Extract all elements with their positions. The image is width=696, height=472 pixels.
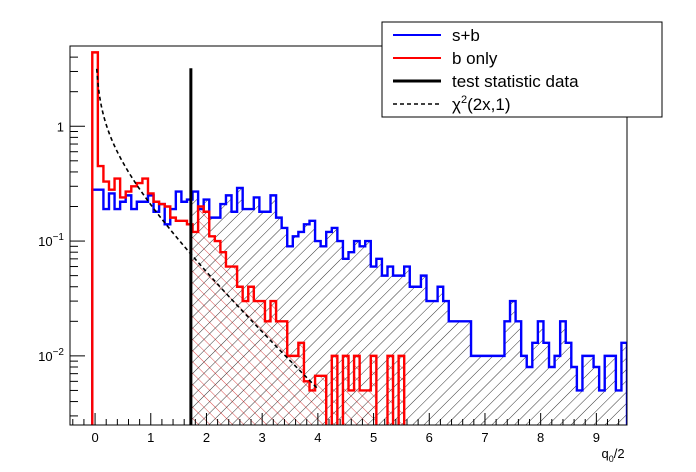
b-only-bin	[204, 212, 210, 425]
sb-bin	[599, 390, 605, 425]
b-only-bin	[137, 183, 143, 425]
plot-frame	[69, 45, 628, 426]
b-only-bin	[115, 179, 121, 425]
plot-area	[91, 51, 627, 425]
b-only-bin	[148, 193, 154, 425]
b-only-bin	[176, 221, 182, 425]
legend-label-test-statistic: test statistic data	[452, 72, 579, 91]
sb-bin	[415, 287, 421, 425]
b-only-bin	[120, 197, 126, 425]
legend-label-sb: s+b	[452, 26, 480, 45]
b-only-bin	[232, 267, 238, 425]
series-sb	[91, 186, 627, 425]
b-only-bin	[170, 218, 176, 425]
b-only-outline	[91, 51, 434, 425]
x-tick-label: 6	[426, 430, 433, 445]
b-only-bin	[220, 252, 226, 425]
x-tick-label: 5	[370, 430, 377, 445]
sb-bin	[549, 367, 555, 425]
b-only-bin	[154, 202, 160, 425]
x-tick-label: 4	[314, 430, 321, 445]
b-only-bin	[142, 179, 148, 425]
b-only-bin	[365, 390, 371, 425]
sb-outline	[91, 186, 627, 425]
b-only-bin	[287, 356, 293, 425]
sb-bin	[477, 356, 483, 425]
x-tick-label: 2	[203, 430, 210, 445]
series-b-only	[91, 51, 434, 425]
legend-box	[381, 21, 663, 118]
b-only-bin	[254, 301, 260, 425]
sb-bin	[426, 301, 432, 425]
legend: s+b b only test statistic data χ2(2x,1)	[381, 21, 663, 118]
b-only-bin	[109, 190, 115, 425]
sb-bin	[488, 356, 494, 425]
y-tick-label: 1	[57, 119, 64, 134]
b-only-bin	[98, 166, 104, 425]
b-only-bin	[243, 301, 249, 425]
y-tick-label: 10−2	[38, 347, 64, 364]
b-only-bin	[193, 232, 199, 425]
b-only-bin	[209, 236, 215, 425]
x-axis: 0 1 2 3 4 5 6 7 8 9	[72, 413, 620, 445]
x-tick-label: 7	[481, 430, 488, 445]
b-only-bin	[131, 186, 137, 425]
x-tick-label: 8	[537, 430, 544, 445]
x-tick-label: 1	[147, 430, 154, 445]
x-axis-title: q0/2	[601, 446, 624, 464]
sb-bin	[493, 356, 499, 425]
b-only-bin	[103, 182, 109, 425]
b-only-bin	[159, 204, 165, 425]
sb-bin	[577, 390, 583, 425]
sb-bin	[499, 356, 505, 425]
sb-bin	[460, 321, 466, 425]
b-only-bin	[181, 221, 187, 425]
sb-bin	[438, 287, 444, 425]
sb-bin	[410, 287, 416, 425]
legend-label-chi2: χ2(2x,1)	[452, 94, 511, 114]
x-tick-label: 9	[593, 430, 600, 445]
sb-bin	[454, 321, 460, 425]
b-only-bin	[215, 241, 221, 425]
y-tick-label: 10−1	[38, 232, 64, 249]
chi2-curve	[95, 68, 319, 390]
sb-bin	[527, 367, 533, 425]
b-only-bin	[310, 390, 316, 425]
sb-bin	[449, 321, 455, 425]
b-only-bin	[248, 287, 254, 425]
x-tick-label: 0	[91, 430, 98, 445]
x-tick-label: 3	[259, 430, 266, 445]
legend-label-b-only: b only	[452, 49, 498, 68]
sb-bin	[432, 301, 438, 425]
b-only-bin	[198, 207, 204, 425]
b-only-bin	[126, 192, 132, 425]
b-only-bin	[276, 321, 282, 425]
b-only-bin	[165, 207, 171, 425]
b-only-bin	[226, 267, 232, 425]
sb-bin	[471, 356, 477, 425]
b-only-bin	[237, 287, 243, 425]
y-axis: 1 10−1 10−2	[38, 45, 85, 417]
